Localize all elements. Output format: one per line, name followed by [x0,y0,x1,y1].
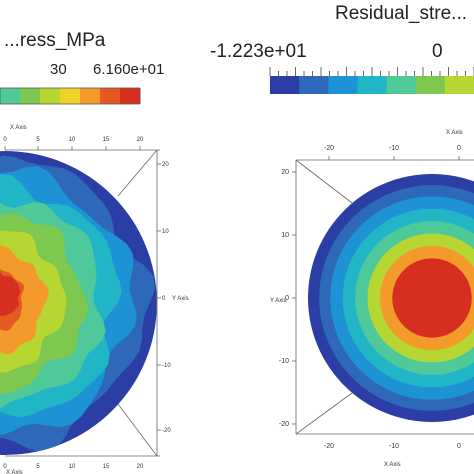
y-tick-label: 10 [162,229,169,235]
contour-band [0,212,89,395]
y-axis-title: Y Axis [270,298,287,304]
colorbar-swatch [80,88,101,104]
colorbar-swatch [415,76,446,94]
y-tick-label: 0 [162,296,166,302]
x-tick-label: 5 [36,137,40,143]
x-axis-title: X Axis [6,470,23,474]
colorbar-outline [0,87,141,105]
colorbar-swatch [386,76,417,94]
contour-band [0,243,49,355]
y-tick-label: -10 [279,358,289,365]
x-tick-label: -10 [389,443,399,450]
colorbar-swatch [120,88,141,104]
colorbar-swatch [299,76,329,94]
left-axis-frame: 0 0 5 5 10 10 15 15 20 20 X Axis X Axis 20 10 0 -10 -20 Y… [3,125,188,474]
axis-diagonal [295,159,353,204]
right-colorbar [269,67,474,94]
right-axis-frame: -20 -20 -10 -10 0 0 X Axis X Axis 20 10 0 -10 -20 Y A… [270,130,474,468]
right-legend-title: Residual_stre... [335,3,467,24]
y-tick-label: 20 [281,169,289,176]
y-tick-label: -10 [162,363,171,369]
axis-diagonal [295,392,353,435]
colorbar-swatch [40,88,61,104]
contour-bands [0,151,157,455]
right-panel: Residual_stre... -1.223e+01 0 -20-20-10-… [210,3,474,468]
y-tick-label: 0 [285,295,289,302]
x-tick-label: 5 [36,464,40,470]
x-tick-label: 10 [69,137,76,143]
x-tick-label: 0 [457,443,461,450]
left-contour-disc [0,151,157,455]
y-tick-label: -20 [162,428,171,434]
x-tick-label: 15 [103,464,110,470]
axis-diagonal [117,403,158,457]
left-legend-title: ...ress_MPa [4,30,106,51]
colorbar-swatch [0,88,21,104]
colorbar-swatch [444,76,474,94]
x-tick-label: 20 [137,137,144,143]
colorbar-swatch [328,76,358,94]
x-tick-label: -20 [324,443,334,450]
x-tick-label: 0 [3,464,7,470]
right-contour-disc [308,174,474,422]
x-tick-label: -20 [324,145,334,152]
x-tick-label: 0 [457,145,461,152]
x-axis-title: X Axis [10,125,27,131]
x-tick-label: 10 [69,464,76,470]
left-panel: ...ress_MPa 30 6.160e+01 0 0 5 5 10 10 15 15 20 2… [0,30,189,474]
x-tick-label: 0 [3,137,7,143]
y-tick-label: -20 [279,421,289,428]
left-colorbar [0,87,141,105]
colorbar-swatch [100,88,121,104]
colorbar-swatch [270,76,300,94]
x-axis-title: X Axis [446,130,463,136]
y-axis-title: Y Axis [172,296,189,302]
x-tick-label: 20 [137,464,144,470]
contour-band [0,271,21,319]
axis-diagonal [117,149,158,197]
x-tick-label: 15 [103,137,110,143]
colorbar-swatch [357,76,388,94]
x-tick-label: -10 [389,145,399,152]
right-legend-tick: 0 [432,41,443,62]
contour-ring [392,258,472,338]
y-tick-label: 20 [162,162,169,168]
x-axis-title: X Axis [384,462,401,468]
left-legend-tick: 30 [50,61,67,78]
right-legend-tick: -1.223e+01 [210,41,307,62]
left-legend-tick: 6.160e+01 [93,61,164,78]
colorbar-swatch [20,88,41,104]
colorbar-swatch [60,88,81,104]
y-tick-label: 10 [281,232,289,239]
